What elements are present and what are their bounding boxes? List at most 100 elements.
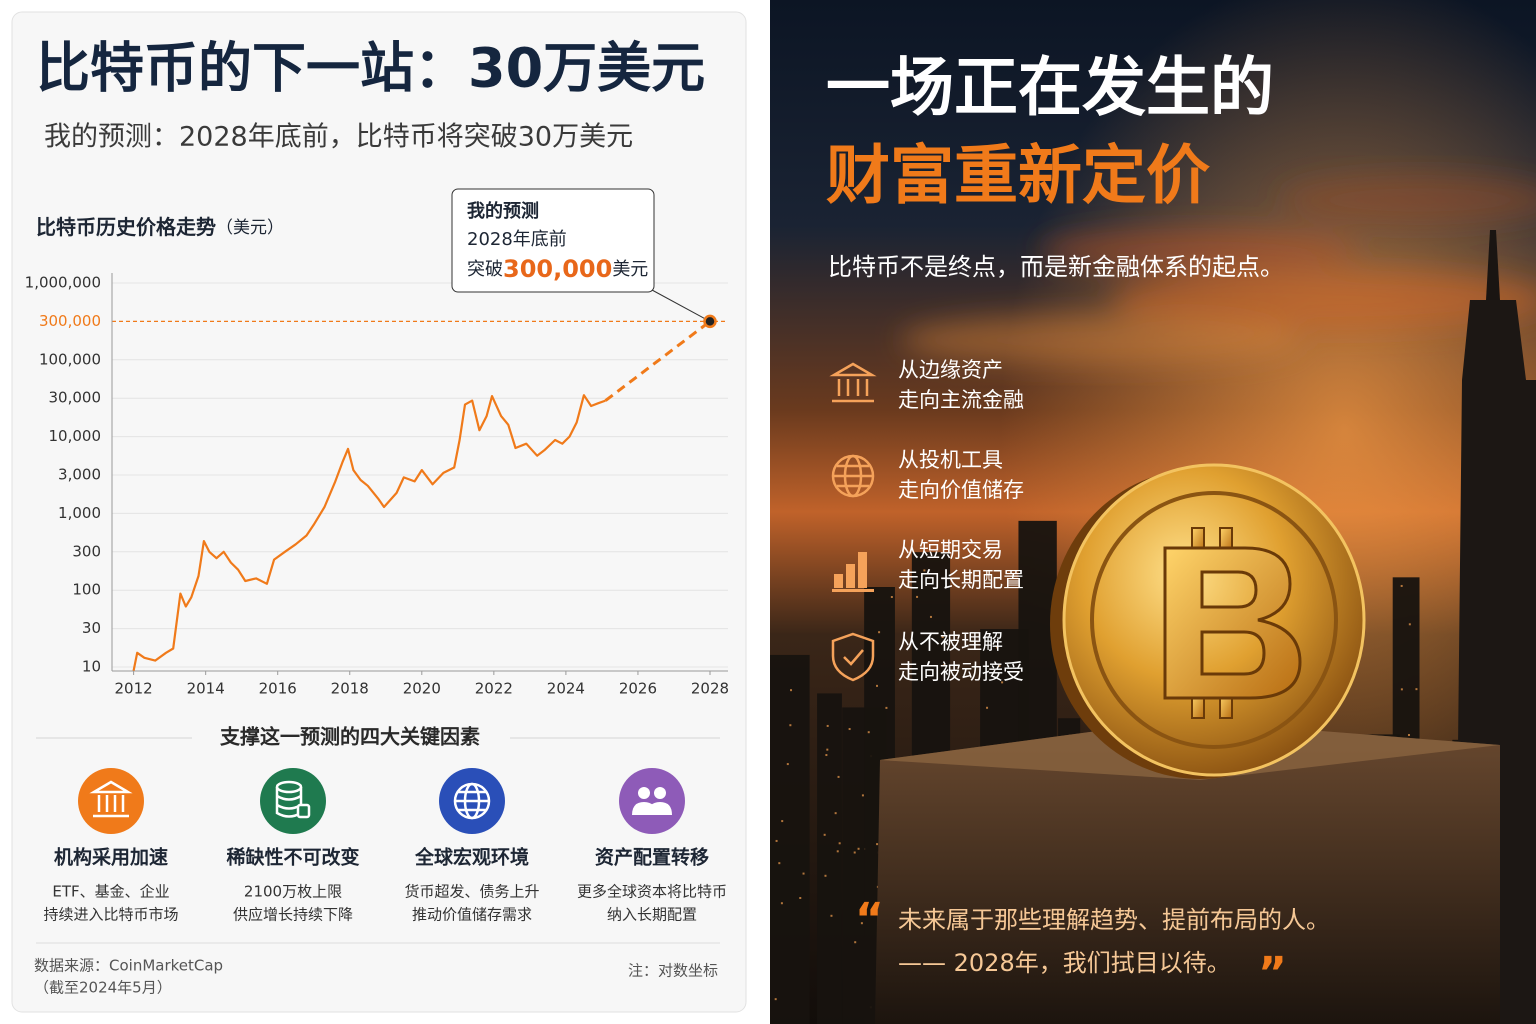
factor-title: 全球宏观环境 bbox=[414, 846, 529, 869]
window bbox=[941, 636, 944, 639]
factor-text: 推动价值储存需求 bbox=[412, 906, 532, 924]
chart-title: 比特币历史价格走势（美元） bbox=[36, 215, 284, 239]
window bbox=[774, 998, 777, 1001]
annotation-prefix: 突破 bbox=[467, 259, 503, 280]
right-panel: 一场正在发生的 财富重新定价 比特币不是终点，而是新金融体系的起点。 从边缘资产… bbox=[770, 0, 1536, 1024]
y-tick-label: 30,000 bbox=[49, 389, 102, 407]
window bbox=[1400, 688, 1403, 691]
window bbox=[1001, 681, 1004, 684]
shift-to: 走向价值储存 bbox=[898, 478, 1024, 502]
chart: 10 30 100 300 1,000 3,000 10,000 30,000 100,000 3… bbox=[25, 273, 729, 698]
headline-accent: 财富重新定价 bbox=[826, 140, 1210, 214]
y-tick-label: 300 bbox=[72, 542, 101, 560]
quote-open: “ bbox=[855, 894, 884, 945]
factor-text: 2100万枚上限 bbox=[244, 883, 342, 901]
window bbox=[838, 842, 841, 845]
window bbox=[942, 664, 945, 667]
factor-text: 纳入长期配置 bbox=[607, 906, 697, 924]
y-tick-label: 1,000 bbox=[58, 504, 101, 522]
shift-from: 从边缘资产 bbox=[898, 358, 1003, 382]
window bbox=[1407, 734, 1410, 737]
annotation: 我的预测 2028年底前 突破300,000美元 bbox=[451, 188, 655, 293]
factor-text: 持续进入比特币市场 bbox=[43, 906, 178, 924]
factor-title: 机构采用加速 bbox=[54, 846, 168, 869]
window bbox=[836, 850, 839, 853]
x-tick-label: 2020 bbox=[403, 680, 441, 698]
source-date: （截至2024年5月） bbox=[34, 979, 172, 997]
icon-bank bbox=[89, 780, 133, 818]
factor-text: 货币超发、债务上升 bbox=[404, 883, 539, 901]
window bbox=[823, 833, 826, 836]
y-tick-label: 3,000 bbox=[58, 466, 101, 484]
shift-from: 从短期交易 bbox=[898, 538, 1003, 562]
y-tick-label: 10 bbox=[82, 658, 101, 676]
spire bbox=[1486, 230, 1500, 300]
building bbox=[770, 654, 810, 1024]
y-tick-label: 1,000,000 bbox=[25, 274, 101, 292]
window bbox=[778, 862, 781, 865]
annotation-suffix: 美元 bbox=[612, 259, 648, 280]
headline: 一场正在发生的 bbox=[826, 52, 1274, 126]
x-tick-label: 2016 bbox=[259, 680, 297, 698]
x-tick-label: 2026 bbox=[619, 680, 657, 698]
shift-from: 从不被理解 bbox=[898, 630, 1003, 654]
window bbox=[825, 754, 828, 757]
target-point bbox=[703, 314, 717, 329]
note: 注：对数坐标 bbox=[628, 962, 718, 980]
window bbox=[876, 843, 879, 846]
window bbox=[998, 664, 1001, 667]
window bbox=[860, 922, 863, 925]
window bbox=[867, 731, 870, 734]
y-tick-label: 300,000 bbox=[39, 312, 101, 330]
window bbox=[986, 706, 989, 709]
y-tick-label: 30 bbox=[82, 619, 101, 637]
source: 数据来源：CoinMarketCap bbox=[34, 957, 223, 975]
window bbox=[799, 897, 802, 900]
icon-bars bbox=[832, 552, 874, 592]
factor-text: ETF、基金、企业 bbox=[52, 883, 169, 901]
window bbox=[780, 902, 783, 905]
y-tick-label: 100,000 bbox=[39, 350, 101, 368]
quote: —— 2028年，我们拭目以待。 bbox=[898, 949, 1231, 977]
title: 比特币的下一站：30万美元 bbox=[36, 37, 705, 100]
annotation-value: 300,000 bbox=[503, 255, 612, 283]
shift-from: 从投机工具 bbox=[898, 448, 1003, 472]
coin bbox=[1050, 463, 1366, 779]
factor-title: 资产配置转移 bbox=[595, 846, 709, 869]
icon-bg bbox=[78, 768, 144, 834]
chart-title-text: 比特币历史价格走势 bbox=[36, 215, 216, 239]
x-tick-label: 2018 bbox=[331, 680, 369, 698]
right-subtitle: 比特币不是终点，而是新金融体系的起点。 bbox=[828, 253, 1284, 281]
window bbox=[916, 595, 919, 598]
quote: 未来属于那些理解趋势、提前布局的人。 bbox=[898, 906, 1330, 934]
shift-to: 走向长期配置 bbox=[898, 568, 1024, 592]
factor-icons bbox=[78, 768, 685, 834]
shift-to: 走向被动接受 bbox=[898, 660, 1024, 684]
icon-stack bbox=[275, 780, 311, 819]
window bbox=[876, 684, 879, 687]
window bbox=[890, 595, 893, 598]
window bbox=[996, 646, 999, 649]
x-tick-label: 2024 bbox=[547, 680, 585, 698]
window bbox=[929, 615, 932, 618]
icon-globe bbox=[831, 454, 875, 498]
x-tick-label: 2022 bbox=[475, 680, 513, 698]
factors: 机构采用加速 ETF、基金、企业 持续进入比特币市场 稀缺性不可改变 2100万… bbox=[43, 846, 727, 924]
window bbox=[878, 631, 881, 634]
annotation-heading: 我的预测 bbox=[467, 200, 539, 222]
window bbox=[885, 706, 888, 709]
window bbox=[923, 569, 926, 572]
annotation-when: 2028年底前 bbox=[467, 229, 567, 250]
window bbox=[789, 724, 792, 727]
factor-text: 更多全球资本将比特币 bbox=[577, 883, 727, 901]
shift-to: 走向主流金融 bbox=[898, 388, 1024, 412]
icon-shield bbox=[831, 632, 875, 682]
window bbox=[857, 847, 860, 850]
window bbox=[781, 820, 784, 823]
window bbox=[775, 839, 778, 842]
window bbox=[1408, 623, 1411, 626]
annotation-box bbox=[451, 188, 655, 293]
factor-title: 稀缺性不可改变 bbox=[226, 846, 359, 869]
y-axis-unit: （美元） bbox=[216, 218, 284, 238]
window bbox=[790, 689, 793, 692]
